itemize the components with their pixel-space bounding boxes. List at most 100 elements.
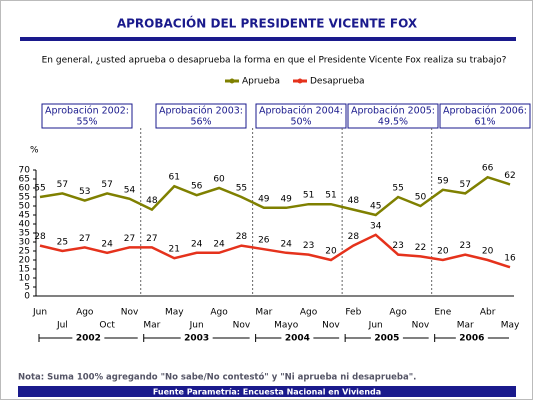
- annotation-title: Aprobación 2006:: [443, 106, 527, 117]
- data-label: 24: [213, 239, 225, 249]
- legend-label: Aprueba: [242, 77, 280, 87]
- data-label: 51: [325, 191, 336, 201]
- x-tick-label: Ene: [434, 308, 451, 318]
- note: Nota: Suma 100% agregando "No sabe/No co…: [18, 372, 416, 383]
- data-label: 24: [101, 239, 113, 249]
- x-tick-label: May: [501, 321, 520, 331]
- x-tick-label: Mar: [255, 308, 272, 318]
- source-bar: [18, 386, 516, 397]
- x-tick-label: Ago: [76, 308, 94, 318]
- y-tick-label: 30: [19, 238, 31, 248]
- x-tick-label: Nov: [322, 321, 340, 331]
- x-tick-label: Feb: [345, 308, 361, 318]
- annotation-title: Aprobación 2002:: [45, 106, 129, 117]
- x-tick-label: Mar: [457, 321, 474, 331]
- year-bg: [455, 332, 488, 344]
- data-label: 49: [258, 194, 270, 204]
- year-label: 2002: [76, 334, 101, 344]
- data-label: 56: [191, 182, 203, 192]
- annotation-value: 56%: [190, 117, 211, 128]
- legend-dot: [297, 78, 303, 84]
- x-tick-label: Jun: [32, 308, 47, 318]
- data-label: 61: [169, 173, 180, 183]
- series-line: [39, 175, 511, 217]
- annotation-value: 61%: [474, 117, 495, 128]
- data-label: 24: [191, 239, 203, 249]
- data-label: 57: [57, 180, 68, 190]
- data-label: 23: [460, 241, 471, 251]
- x-tick-label: Jun: [368, 321, 383, 331]
- y-tick-label: 40: [19, 220, 31, 230]
- data-label: 59: [437, 176, 449, 186]
- data-label: 23: [392, 241, 403, 251]
- data-label: 16: [504, 254, 516, 264]
- y-tick-label: 70: [19, 166, 31, 176]
- y-tick-label: 25: [19, 247, 30, 257]
- year-label: 2003: [184, 334, 209, 344]
- data-label: 28: [348, 232, 360, 242]
- data-label: 28: [236, 232, 248, 242]
- annotation-value: 50%: [290, 117, 311, 128]
- data-label: 34: [370, 221, 382, 231]
- annotation-box: [439, 103, 531, 129]
- data-label: 25: [57, 238, 68, 248]
- chart-title: APROBACIÓN DEL PRESIDENTE VICENTE FOX: [117, 16, 418, 31]
- legend-label: Desaprueba: [310, 77, 365, 87]
- x-tick-label: Ago: [210, 308, 228, 318]
- y-tick-label: 20: [19, 256, 31, 266]
- x-tick-label: Jul: [56, 321, 68, 331]
- data-label: 60: [213, 175, 225, 185]
- data-label: 57: [101, 180, 112, 190]
- annotation-value: 49.5%: [378, 117, 408, 128]
- data-label: 50: [415, 193, 427, 203]
- data-label: 49: [280, 194, 292, 204]
- data-label: 48: [146, 196, 158, 206]
- year-bg: [72, 332, 105, 344]
- data-label: 55: [392, 184, 403, 194]
- data-label: 66: [482, 164, 494, 174]
- year-bg: [370, 332, 403, 344]
- y-tick-label: 35: [19, 229, 30, 239]
- x-tick-label: May: [165, 308, 184, 318]
- x-tick-label: Jun: [189, 321, 204, 331]
- data-label: 53: [79, 187, 90, 197]
- data-label: 20: [482, 247, 494, 257]
- data-label: 26: [258, 236, 270, 246]
- y-tick-label: 0: [24, 292, 30, 302]
- data-label: 27: [124, 234, 135, 244]
- y-tick-label: 60: [19, 184, 31, 194]
- annotation-box: [255, 103, 347, 129]
- y-tick-label: 10: [19, 274, 31, 284]
- annotation-title: Aprobación 2004:: [259, 106, 343, 117]
- data-label: 55: [34, 184, 45, 194]
- y-tick-label: 50: [19, 202, 31, 212]
- annotation-title: Aprobación 2003:: [159, 106, 243, 117]
- annotation-box: [347, 103, 439, 129]
- year-label: 2005: [374, 334, 399, 344]
- source: Fuente Parametría: Encuesta Nacional en …: [153, 388, 381, 397]
- data-label: 27: [146, 234, 157, 244]
- data-label: 62: [504, 171, 515, 181]
- x-tick-label: Ago: [300, 308, 318, 318]
- y-tick-label: 5: [24, 283, 30, 293]
- year-bg: [281, 332, 314, 344]
- legend-dot: [229, 78, 235, 84]
- annotation-box: [155, 103, 247, 129]
- y-tick-label: 45: [19, 211, 30, 221]
- data-label: 27: [79, 234, 90, 244]
- year-label: 2006: [459, 334, 484, 344]
- x-tick-label: Nov: [233, 321, 251, 331]
- series-line: [39, 233, 511, 269]
- annotation-box: [41, 103, 133, 129]
- y-label: %: [30, 146, 39, 156]
- data-label: 20: [325, 247, 337, 257]
- x-tick-label: Mar: [143, 321, 160, 331]
- data-label: 21: [169, 245, 180, 255]
- data-label: 20: [437, 247, 449, 257]
- data-label: 24: [280, 239, 292, 249]
- data-label: 45: [370, 202, 381, 212]
- x-tick-label: Nov: [412, 321, 430, 331]
- title-rule: [20, 37, 516, 41]
- x-tick-label: Nov: [121, 308, 139, 318]
- x-tick-label: Abr: [480, 308, 496, 318]
